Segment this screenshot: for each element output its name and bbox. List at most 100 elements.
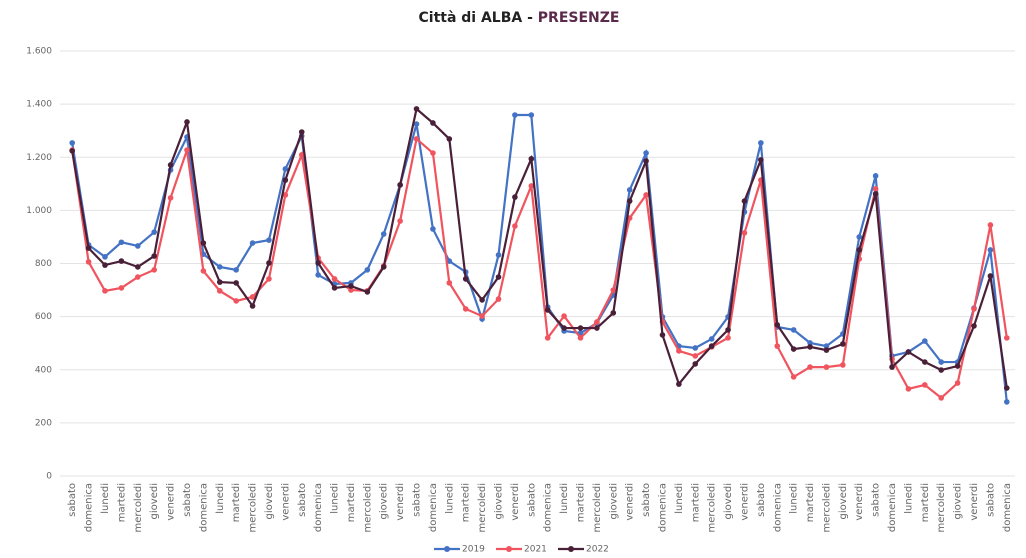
data-point xyxy=(512,112,518,118)
y-tick-label: 1.200 xyxy=(26,153,52,163)
data-point xyxy=(528,112,535,118)
data-point xyxy=(134,274,141,280)
data-point xyxy=(380,264,387,270)
data-point xyxy=(118,285,125,291)
data-point xyxy=(266,260,272,266)
data-point xyxy=(922,359,928,365)
data-point xyxy=(676,381,682,387)
data-point xyxy=(266,237,272,243)
data-point xyxy=(807,364,813,370)
data-point xyxy=(495,296,502,302)
data-point xyxy=(659,332,666,338)
data-point xyxy=(430,226,436,232)
data-point xyxy=(298,129,305,135)
data-point xyxy=(200,240,207,246)
data-point xyxy=(692,345,699,351)
data-point xyxy=(823,347,830,353)
x-tick-label: sabato xyxy=(182,483,193,517)
y-tick-label: 1.600 xyxy=(26,47,52,57)
data-point xyxy=(577,335,584,341)
data-point xyxy=(282,166,289,172)
x-tick-label: sabato xyxy=(297,483,308,517)
data-point xyxy=(643,158,649,164)
data-point xyxy=(102,262,108,268)
x-tick-label: sabato xyxy=(756,483,767,517)
data-point xyxy=(626,187,633,193)
data-point xyxy=(413,106,420,112)
x-tick-label: venerdi xyxy=(625,483,636,521)
data-point xyxy=(348,283,354,289)
data-point xyxy=(872,191,879,197)
data-point xyxy=(134,243,141,249)
data-point xyxy=(774,322,781,328)
y-tick-label: 400 xyxy=(35,365,52,375)
data-point xyxy=(495,252,502,258)
data-point xyxy=(626,198,633,204)
data-point xyxy=(118,258,125,264)
y-tick-label: 0 xyxy=(46,472,52,482)
data-point xyxy=(807,344,813,350)
data-point xyxy=(364,289,371,295)
data-point xyxy=(889,364,895,370)
data-point xyxy=(807,340,813,346)
data-point xyxy=(971,323,977,329)
chart-title: Città di ALBA - PRESENZE xyxy=(419,10,620,26)
data-point xyxy=(905,386,912,392)
legend-dot xyxy=(444,546,450,552)
x-tick-label: domenica xyxy=(772,483,783,532)
data-point xyxy=(790,374,797,380)
data-point xyxy=(348,287,354,293)
data-point xyxy=(938,395,945,401)
x-tick-label: sabato xyxy=(871,483,882,517)
x-tick-label: sabato xyxy=(67,483,78,517)
x-tick-label: mercoledi xyxy=(477,483,488,532)
x-tick-label: venerdi xyxy=(280,483,291,521)
data-point xyxy=(758,157,764,163)
x-tick-label: mercoledi xyxy=(362,483,373,532)
data-point xyxy=(446,258,453,264)
data-point xyxy=(954,363,961,369)
series-line xyxy=(71,113,1008,403)
data-point xyxy=(167,195,174,201)
x-tick-label: sabato xyxy=(641,483,652,517)
x-tick-label: domenica xyxy=(84,483,95,532)
data-point xyxy=(856,247,863,253)
x-tick-label: lunedi xyxy=(789,483,800,514)
data-point xyxy=(249,240,256,246)
data-point xyxy=(430,120,436,126)
data-point xyxy=(495,274,502,280)
x-tick-label: lunedi xyxy=(330,483,341,514)
data-point xyxy=(315,272,321,278)
y-tick-label: 800 xyxy=(35,259,52,269)
data-point xyxy=(151,229,157,235)
data-point xyxy=(1004,335,1010,341)
data-point xyxy=(249,303,256,309)
data-point xyxy=(430,150,436,156)
data-point xyxy=(102,254,108,260)
x-tick-label: mercoledi xyxy=(707,483,718,532)
data-point xyxy=(331,276,338,282)
data-point xyxy=(610,287,617,293)
title-highlight: PRESENZE xyxy=(538,10,620,26)
x-tick-label: sabato xyxy=(985,483,996,517)
data-point xyxy=(266,276,272,282)
data-point xyxy=(774,343,781,349)
data-point xyxy=(298,152,305,158)
data-point xyxy=(856,234,863,240)
x-tick-label: giovedi xyxy=(608,483,619,519)
data-point xyxy=(790,346,797,352)
data-point xyxy=(922,382,928,388)
x-tick-label: martedi xyxy=(116,483,127,522)
legend-label: 2021 xyxy=(524,545,547,555)
data-point xyxy=(364,267,371,273)
data-point xyxy=(840,341,846,347)
y-tick-label: 1.000 xyxy=(26,206,52,216)
data-point xyxy=(971,306,977,312)
data-point xyxy=(741,230,748,236)
data-point xyxy=(233,280,239,286)
data-point xyxy=(200,268,207,274)
data-point xyxy=(233,298,239,304)
data-point xyxy=(446,136,453,142)
data-point xyxy=(397,218,403,224)
data-point xyxy=(725,335,731,341)
